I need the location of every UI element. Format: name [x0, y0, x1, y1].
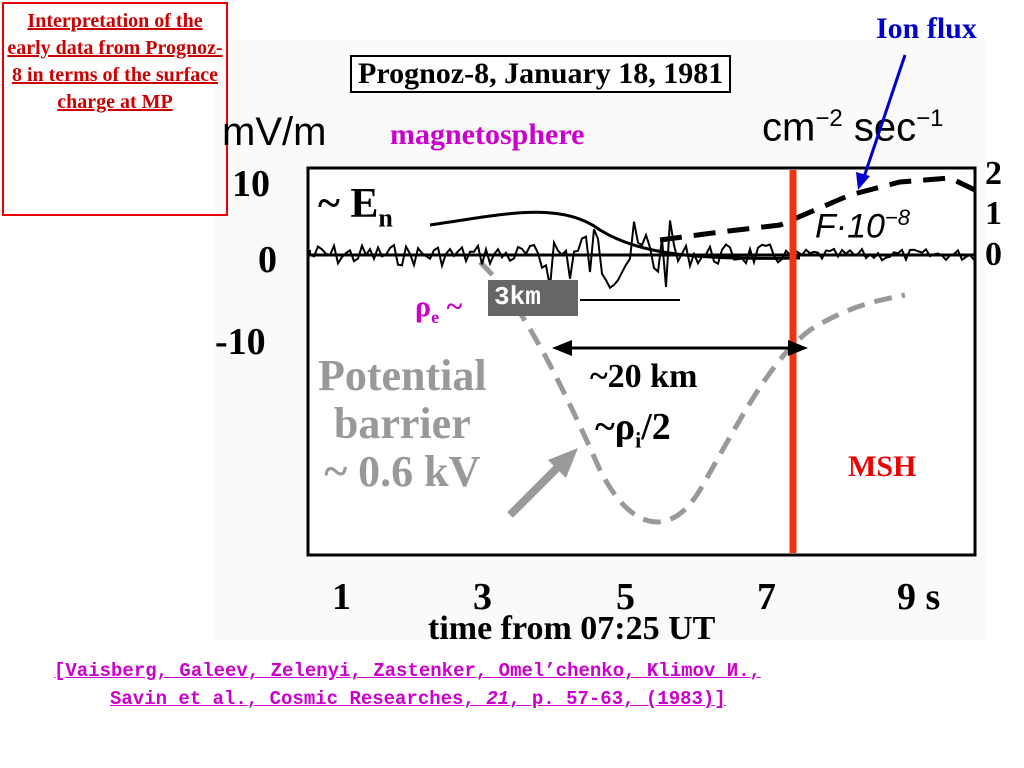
barrier-label: Potential barrier ~ 0.6 kV [318, 352, 487, 496]
en-trace [309, 220, 975, 290]
plot-frame [306, 166, 977, 557]
en-base: ~ E [318, 181, 379, 227]
citation-line: Savin et al., Cosmic Researches, 21, p. … [110, 688, 726, 710]
arrow-head [552, 340, 572, 356]
citation-part: Savin et al., Cosmic Researches, [110, 688, 487, 710]
barrier-line: Potential [318, 351, 487, 400]
flux-exp: −8 [884, 205, 911, 230]
unit-exp: −2 [815, 105, 843, 132]
left-tick: 0 [258, 239, 277, 281]
right-unit: cm−2 sec−1 [762, 105, 943, 150]
magnetosphere-label: magnetosphere [390, 118, 585, 151]
arrow-head [548, 448, 578, 478]
rho-sub: e [431, 307, 440, 327]
rho-i-label: ~ρi/2 [595, 405, 671, 454]
figure-title: Prognoz-8, January 18, 1981 [350, 55, 732, 93]
x-tick: 3 [473, 576, 492, 618]
left-unit: mV/m [222, 110, 327, 154]
barrier-arrow [507, 457, 568, 518]
unit-cm: cm [762, 105, 816, 150]
flux-label: F·10−8 [815, 205, 910, 246]
tilde: ~ [446, 290, 463, 323]
x-tick: 5 [616, 576, 635, 618]
en-label: ~ En [318, 180, 393, 233]
potential-curve [478, 260, 906, 525]
right-tick: 1 [985, 195, 1002, 232]
unit-exp: −1 [916, 105, 944, 132]
left-tick: -10 [215, 321, 266, 363]
x-label: time from 07:25 UT [428, 610, 716, 647]
x-tick: 7 [757, 576, 776, 618]
rho-box [488, 280, 578, 316]
citation-volume: 21 [486, 688, 510, 710]
right-tick: 2 [985, 155, 1002, 192]
citation-part: , p. 57-63, (1983)] [509, 688, 726, 710]
barrier-line: ~ 0.6 kV [324, 447, 481, 496]
en-sub: n [378, 203, 393, 233]
rho-i-base: ~ρ [595, 406, 636, 448]
rho-e-label: ρe ~ [415, 290, 462, 328]
ion-flux-arrow [860, 54, 907, 184]
msh-label: MSH [848, 450, 917, 483]
barrier-line: barrier [333, 399, 471, 448]
flux-base: F·10 [815, 207, 885, 246]
rho-box-label: 3km [494, 282, 541, 312]
x-tick: 9 s [897, 576, 941, 618]
x-tick: 1 [332, 576, 351, 618]
rho-i-sub: i [635, 427, 642, 453]
arrow-head [856, 172, 870, 190]
arrow-head [788, 340, 808, 356]
rho: ρ [415, 290, 432, 323]
distance-label: ~20 km [590, 358, 698, 395]
rho-i-tail: /2 [641, 406, 671, 448]
ion-flux-label: Ion flux [876, 12, 977, 45]
note-box: Interpretation of the early data from Pr… [2, 2, 228, 216]
en-smooth [429, 210, 801, 260]
right-tick: 0 [985, 236, 1002, 273]
left-tick: 10 [232, 163, 270, 205]
citation-line: [Vaisberg, Galeev, Zelenyi, Zastenker, O… [54, 660, 761, 682]
